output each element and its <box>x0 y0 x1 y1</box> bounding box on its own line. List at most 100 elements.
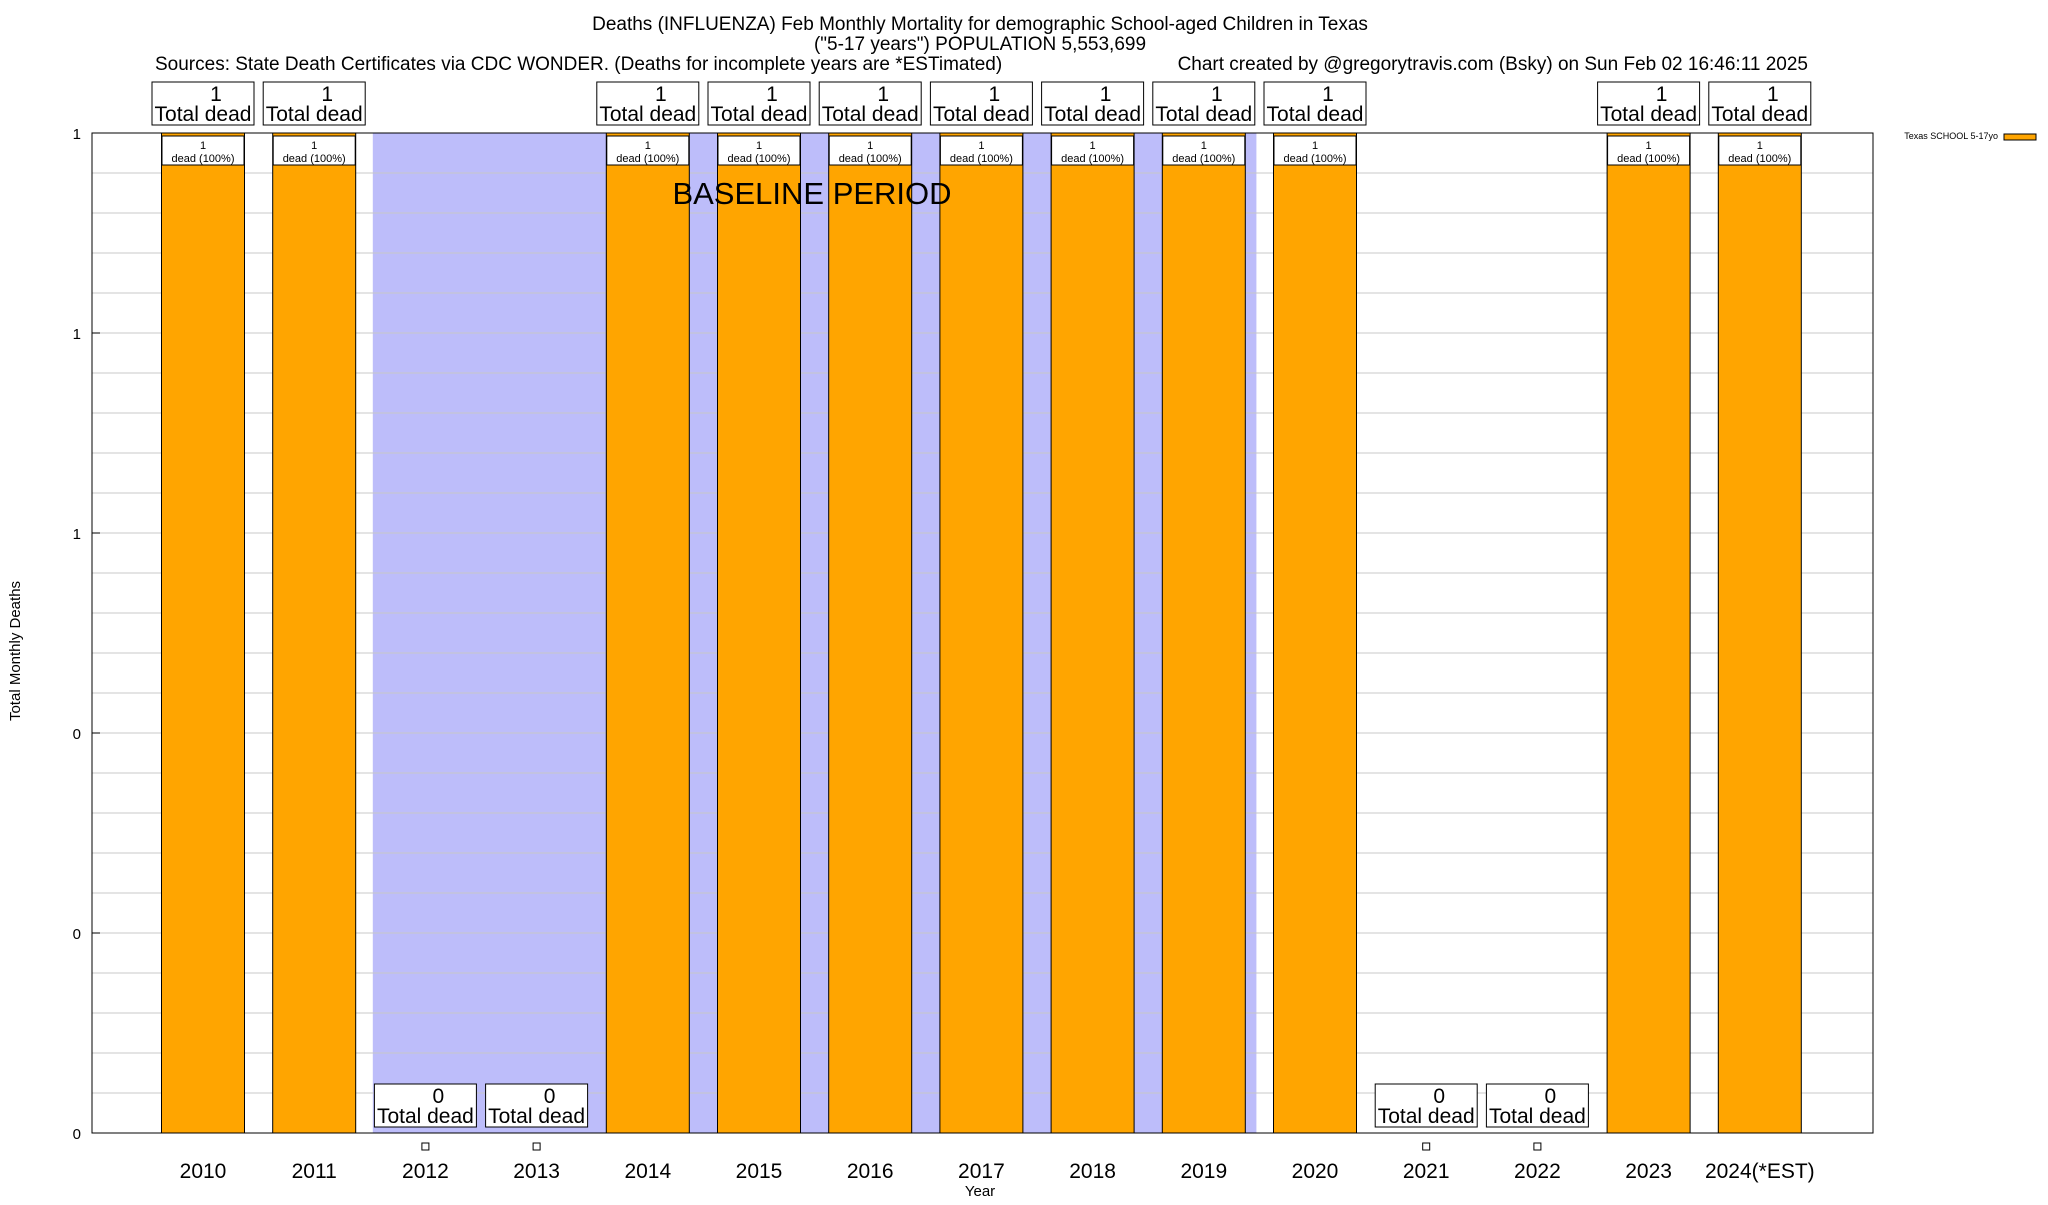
inner-label-count: 1 <box>200 140 206 152</box>
total-label-count: 1 <box>655 83 667 106</box>
y-tick-label: 1 <box>73 126 81 143</box>
x-axis-ticks: 2010 2011 2012 2013 2014 2015 2016 2017 2018 2019… <box>180 1160 1815 1183</box>
y-tick-label: 0 <box>73 1126 81 1143</box>
inner-label-box <box>1162 135 1246 166</box>
x-tick-label: 2015 <box>736 1160 783 1183</box>
x-tick-label: 2011 <box>292 1160 337 1183</box>
total-label-count: 0 <box>1545 1085 1557 1108</box>
total-label-box <box>373 1083 477 1128</box>
bar <box>1273 132 1357 1134</box>
inner-label-count: 1 <box>311 140 317 152</box>
chart-title-line2: ("5-17 years") POPULATION 5,553,699 <box>814 34 1146 55</box>
total-label-box <box>1374 1083 1478 1128</box>
inner-label-count: 1 <box>1312 140 1318 152</box>
x-tick-label: 2016 <box>847 1160 894 1183</box>
chart-title-line1: Deaths (INFLUENZA) Feb Monthly Mortality… <box>592 14 1368 35</box>
total-label-box <box>707 81 811 126</box>
legend: Texas SCHOOL 5-17yo <box>1904 131 2037 141</box>
inner-label-percent: dead (100%) <box>616 153 679 165</box>
x-tick-label: 2014 <box>624 1160 671 1183</box>
x-tick-label: 2023 <box>1625 1160 1672 1183</box>
total-label-count: 1 <box>210 83 222 106</box>
total-label-text: Total dead <box>933 103 1030 126</box>
total-label-box <box>1041 81 1145 126</box>
x-tick-label: 2018 <box>1069 1160 1116 1183</box>
inner-label-percent: dead (100%) <box>839 153 902 165</box>
bar <box>161 132 245 1134</box>
total-label-text: Total dead <box>488 1105 585 1128</box>
total-label-box <box>1708 81 1812 126</box>
inner-label-box <box>1051 135 1135 166</box>
inner-label-count: 1 <box>1646 140 1652 152</box>
inner-label-percent: dead (100%) <box>172 153 235 165</box>
total-label-box <box>929 81 1033 126</box>
total-label-count: 0 <box>544 1085 556 1108</box>
y-tick-label: 1 <box>73 526 81 543</box>
inner-label-percent: dead (100%) <box>1728 153 1791 165</box>
inner-label-box <box>1607 135 1691 166</box>
y-tick-label: 0 <box>73 926 81 943</box>
x-tick-label: 2021 <box>1403 1160 1450 1183</box>
total-label-text: Total dead <box>822 103 919 126</box>
inner-label-box <box>272 135 356 166</box>
total-label-count: 1 <box>877 83 889 106</box>
inner-label-count: 1 <box>978 140 984 152</box>
inner-label-count: 1 <box>645 140 651 152</box>
total-label-count: 1 <box>989 83 1001 106</box>
total-label-text: Total dead <box>155 103 252 126</box>
inner-label-count: 1 <box>867 140 873 152</box>
chart-credit: Chart created by @gregorytravis.com (Bsk… <box>1178 54 1808 75</box>
total-label-count: 1 <box>321 83 333 106</box>
total-label-count: 1 <box>1100 83 1112 106</box>
total-label-text: Total dead <box>266 103 363 126</box>
total-label-text: Total dead <box>599 103 696 126</box>
total-label-text: Total dead <box>711 103 808 126</box>
x-tick-label: 2019 <box>1180 1160 1227 1183</box>
total-label-text: Total dead <box>1489 1105 1586 1128</box>
x-tick-label: 2024(*EST) <box>1705 1160 1815 1183</box>
inner-label-box <box>161 135 245 166</box>
total-label-count: 1 <box>1211 83 1223 106</box>
inner-label-percent: dead (100%) <box>1061 153 1124 165</box>
total-label-box <box>818 81 922 126</box>
total-label-box <box>262 81 366 126</box>
inner-label-box <box>717 135 801 166</box>
total-label-text: Total dead <box>1378 1105 1475 1128</box>
x-tick-label: 2013 <box>513 1160 560 1183</box>
zero-marker <box>421 1142 430 1151</box>
total-label-text: Total dead <box>377 1105 474 1128</box>
x-tick-label: 2017 <box>958 1160 1005 1183</box>
x-axis-title: Year <box>965 1183 995 1200</box>
inner-label-count: 1 <box>1757 140 1763 152</box>
bar <box>1606 132 1691 1134</box>
total-label-text: Total dead <box>1267 103 1364 126</box>
y-axis-ticks: 0 0 0 1 1 1 <box>73 126 100 1143</box>
total-label-text: Total dead <box>1711 103 1808 126</box>
total-label-text: Total dead <box>1155 103 1252 126</box>
total-label-count: 0 <box>433 1085 445 1108</box>
total-label-box <box>1485 1083 1589 1128</box>
inner-label-box <box>828 135 912 166</box>
bar <box>1717 132 1802 1134</box>
chart-sources: Sources: State Death Certificates via CD… <box>155 54 1002 75</box>
inner-label-box <box>1273 135 1357 166</box>
inner-label-percent: dead (100%) <box>283 153 346 165</box>
inner-label-percent: dead (100%) <box>1617 153 1680 165</box>
total-label-count: 1 <box>1656 83 1668 106</box>
total-label-text: Total dead <box>1600 103 1697 126</box>
x-tick-label: 2022 <box>1514 1160 1561 1183</box>
y-tick-label: 0 <box>73 726 81 743</box>
bar-layer <box>161 132 1802 1134</box>
x-tick-label: 2020 <box>1292 1160 1339 1183</box>
total-label-count: 1 <box>766 83 778 106</box>
total-label-box <box>485 1083 589 1128</box>
inner-label-percent: dead (100%) <box>728 153 791 165</box>
inner-label-percent: dead (100%) <box>950 153 1013 165</box>
total-label-count: 1 <box>1322 83 1334 106</box>
bar <box>939 132 1024 1134</box>
legend-label: Texas SCHOOL 5-17yo <box>1904 131 1998 141</box>
total-label-box <box>596 81 700 126</box>
bar <box>828 132 913 1134</box>
inner-label-box <box>939 135 1023 166</box>
